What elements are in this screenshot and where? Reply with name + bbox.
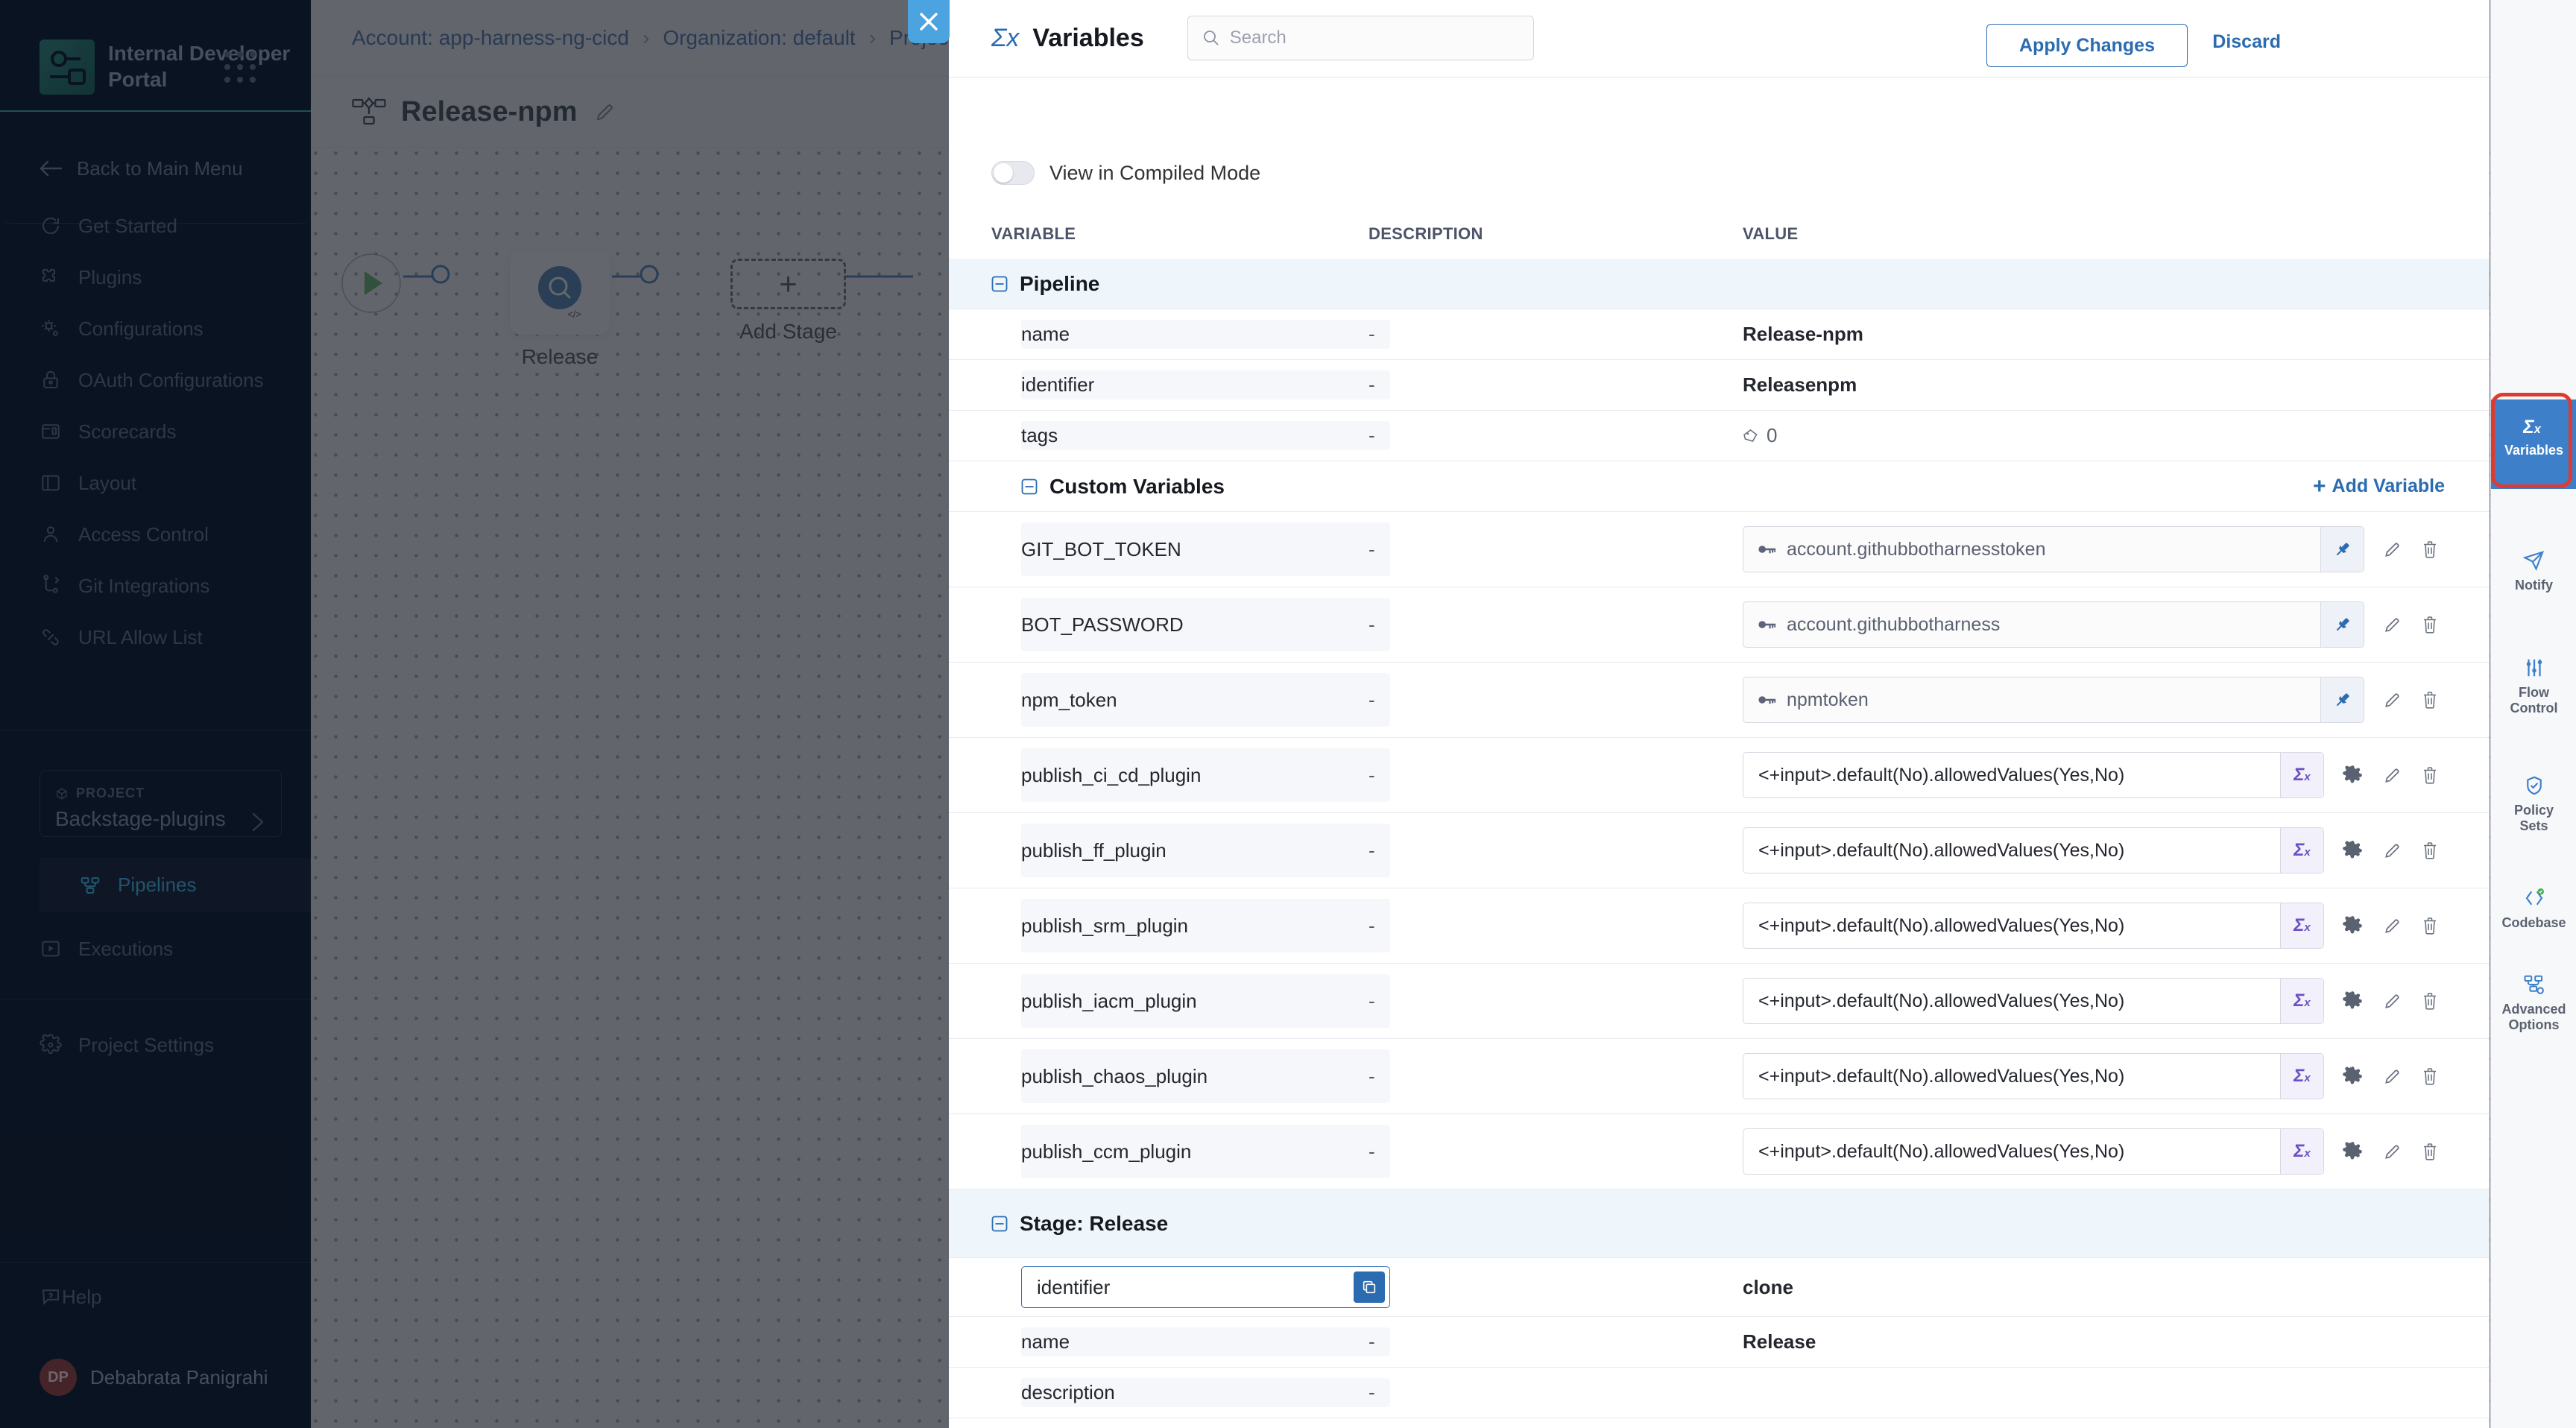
svg-text:Σx: Σx: [2523, 417, 2542, 437]
